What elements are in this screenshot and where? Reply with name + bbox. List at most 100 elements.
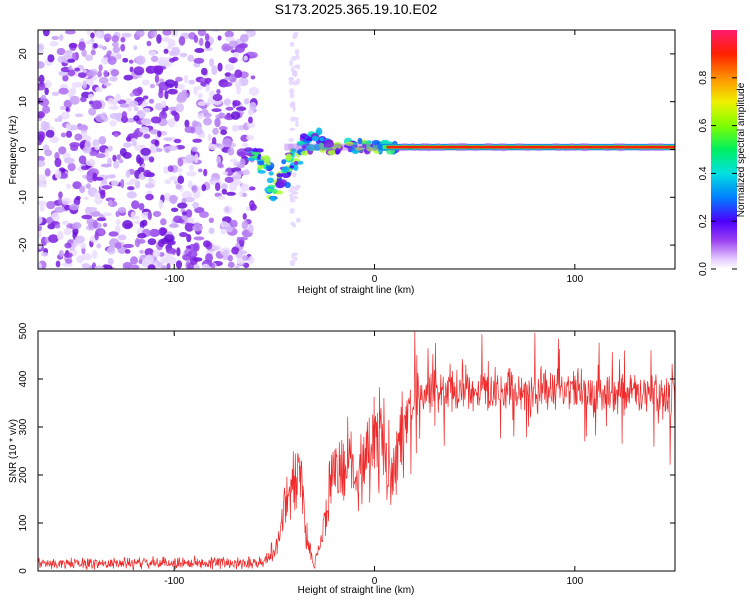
noise-blob xyxy=(114,224,121,234)
noise-blob xyxy=(248,224,254,234)
noise-blob xyxy=(98,136,107,145)
noise-blob xyxy=(188,79,196,85)
noise-blob xyxy=(129,66,134,73)
noise-blob xyxy=(175,76,183,82)
noise-blob xyxy=(292,80,299,86)
noise-blob xyxy=(236,85,242,95)
noise-blob xyxy=(167,145,179,151)
colorbar-tick-label: 0.0 xyxy=(698,262,709,276)
noise-blob xyxy=(116,154,121,161)
noise-blob xyxy=(175,184,182,190)
noise-blob xyxy=(150,116,162,124)
ridge-speckle xyxy=(431,149,441,152)
ridge-speckle xyxy=(551,143,561,146)
noise-blob xyxy=(82,253,93,261)
ridge-speckle xyxy=(470,149,481,152)
noise-blob xyxy=(181,211,187,216)
ridge-speckle xyxy=(397,149,408,152)
noise-blob xyxy=(248,186,256,191)
noise-blob xyxy=(79,185,86,194)
noise-blob xyxy=(199,37,204,47)
noise-blob xyxy=(222,81,233,87)
snr-frame xyxy=(37,330,676,572)
noise-blob xyxy=(238,236,248,241)
noise-blob xyxy=(88,93,94,100)
spectrogram-ytick-label: -10 xyxy=(18,190,29,205)
noise-blob xyxy=(164,148,170,153)
noise-blob xyxy=(289,93,295,99)
noise-blob xyxy=(192,138,203,143)
noise-blob xyxy=(123,243,135,249)
noise-blob xyxy=(38,155,45,162)
ridge-speckle xyxy=(555,149,563,152)
noise-blob xyxy=(138,259,143,265)
noise-blob xyxy=(220,228,227,235)
noise-blob xyxy=(217,195,226,200)
ridge-speckle xyxy=(658,149,665,152)
noise-blob xyxy=(120,43,126,52)
noise-blob xyxy=(227,147,235,156)
noise-blob xyxy=(240,183,250,192)
transition-blob xyxy=(285,153,293,162)
noise-blob xyxy=(186,171,197,177)
noise-blob xyxy=(231,180,243,186)
noise-blob xyxy=(100,163,112,168)
noise-blob xyxy=(154,74,160,83)
noise-blob xyxy=(147,178,157,185)
noise-blob xyxy=(289,208,295,214)
noise-blob xyxy=(91,211,101,217)
noise-blob xyxy=(71,81,83,88)
noise-blob xyxy=(47,54,55,63)
noise-blob xyxy=(133,106,139,112)
noise-blob xyxy=(125,170,131,179)
noise-blob xyxy=(147,264,156,269)
noise-blob xyxy=(214,117,221,128)
noise-blob xyxy=(69,95,80,105)
spectrogram-ytick-label: -20 xyxy=(18,237,29,252)
ridge-speckle xyxy=(581,143,591,146)
ridge-speckle xyxy=(500,149,507,152)
noise-blob xyxy=(96,243,102,249)
noise-blob xyxy=(44,87,49,96)
noise-blob xyxy=(115,53,122,60)
noise-blob xyxy=(91,100,103,110)
noise-blob xyxy=(72,181,82,190)
noise-blob xyxy=(137,166,145,173)
noise-blob xyxy=(173,138,182,144)
noise-blob xyxy=(250,75,256,80)
noise-blob xyxy=(111,42,119,47)
transition-blob xyxy=(246,157,255,161)
noise-blob xyxy=(168,223,180,228)
snr-xlabel: Height of straight line (km) xyxy=(298,585,415,596)
noise-blob xyxy=(168,256,177,265)
noise-blob xyxy=(152,249,161,258)
noise-blob xyxy=(135,30,145,38)
noise-blob xyxy=(68,65,73,71)
noise-blob xyxy=(166,262,171,269)
noise-blob xyxy=(227,261,235,268)
transition-blob xyxy=(345,141,354,147)
transition-blob xyxy=(355,147,364,151)
noise-blob xyxy=(85,183,91,189)
noise-blob xyxy=(109,76,118,82)
transition-blob xyxy=(311,135,319,142)
noise-blob xyxy=(46,200,56,210)
noise-blob xyxy=(288,188,294,193)
spectrogram-xlabel: Height of straight line (km) xyxy=(298,285,415,296)
noise-blob xyxy=(57,197,63,205)
noise-blob xyxy=(64,49,73,56)
noise-blob xyxy=(112,154,117,162)
noise-blob xyxy=(122,261,133,269)
noise-blob xyxy=(230,219,238,228)
noise-blob xyxy=(112,98,118,106)
noise-blob xyxy=(88,107,97,116)
noise-blob xyxy=(69,86,77,96)
colorbar-tick-label: 0.8 xyxy=(698,70,709,84)
noise-blob xyxy=(64,242,72,249)
noise-blob xyxy=(38,229,42,239)
snr-xtick-label: 100 xyxy=(566,576,583,587)
noise-blob xyxy=(187,54,194,62)
noise-blob xyxy=(197,30,207,37)
ridge-speckle xyxy=(497,143,507,146)
noise-blob xyxy=(197,112,204,120)
